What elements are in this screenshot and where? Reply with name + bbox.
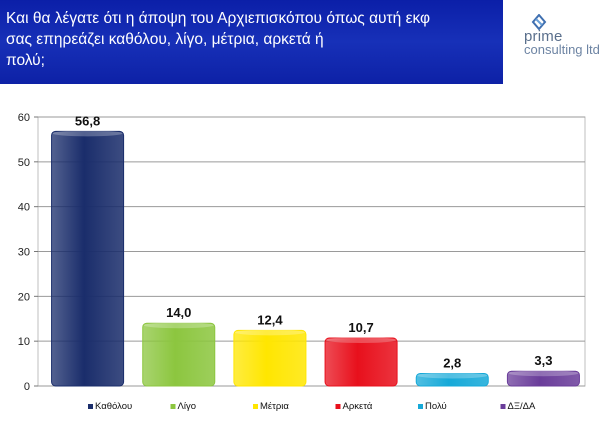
- data-label-1: 14,0: [166, 305, 191, 320]
- y-tick-label: 50: [18, 157, 30, 169]
- legend-swatch-4: [418, 404, 423, 409]
- bar-cap-5: [508, 370, 579, 377]
- legend-swatch-1: [170, 404, 176, 409]
- y-tick-label: 60: [18, 112, 30, 124]
- legend-swatch-3: [335, 404, 341, 409]
- legend-label-3: Αρκετά: [343, 401, 373, 412]
- bar-cap-0: [52, 130, 123, 137]
- data-label-2: 12,4: [257, 312, 283, 327]
- data-label-0: 56,8: [75, 113, 100, 128]
- question-banner: Και θα λέγατε ότι η άποψη του Αρχιεπισκό…: [0, 0, 503, 84]
- y-tick-label: 40: [18, 202, 30, 214]
- data-label-4: 2,8: [443, 355, 461, 370]
- bar-3: [324, 337, 398, 387]
- question-line-2: σας επηρεάζει καθόλου, λίγο, μέτρια, αρκ…: [6, 31, 324, 48]
- legend-swatch-5: [500, 404, 506, 409]
- prime-consulting-logo: prime consulting ltd: [512, 13, 600, 58]
- logo-brand-text: prime: [524, 28, 563, 45]
- bar-4: [415, 372, 489, 387]
- legend-label-2: Μέτρια: [260, 401, 289, 412]
- data-label-3: 10,7: [348, 320, 373, 335]
- y-tick-label: 0: [24, 381, 30, 393]
- question-line-3: πολύ;: [6, 52, 45, 69]
- y-tick-label: 20: [18, 291, 30, 303]
- bar-5: [506, 370, 580, 387]
- y-tick-label: 30: [18, 247, 30, 259]
- y-tick-label: 10: [18, 336, 30, 348]
- legend-swatch-0: [88, 404, 93, 409]
- bar-0: [51, 130, 125, 387]
- bar-cap-3: [326, 337, 397, 344]
- logo-sub-text: consulting ltd: [524, 42, 600, 57]
- legend-label-4: Πολύ: [425, 401, 447, 412]
- question-line-1: Και θα λέγατε ότι η άποψη του Αρχιεπισκό…: [6, 10, 431, 27]
- bar-chart: 0 10 20 30 40 50 60 56,8 14,0 12,4 10,7 2,8 3,3 Καθόλ…: [0, 90, 600, 431]
- bar-1: [142, 322, 216, 387]
- chart-svg: 0 10 20 30 40 50 60 56,8 14,0 12,4 10,7 2,8 3,3 Καθόλ…: [18, 112, 586, 412]
- bar-cap-2: [234, 329, 305, 336]
- legend-label-5: ΔΞ/ΔΑ: [508, 401, 537, 412]
- legend-label-0: Καθόλου: [95, 401, 132, 412]
- bar-cap-1: [143, 322, 214, 329]
- logo-mark-icon: [531, 13, 547, 31]
- legend-label-1: Λίγο: [178, 401, 197, 412]
- data-label-5: 3,3: [534, 353, 552, 368]
- legend-swatch-2: [253, 404, 258, 409]
- bar-cap-4: [417, 372, 488, 379]
- bar-2: [233, 329, 307, 387]
